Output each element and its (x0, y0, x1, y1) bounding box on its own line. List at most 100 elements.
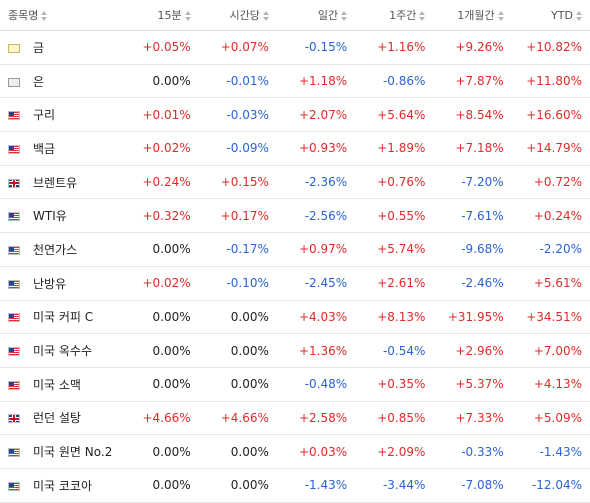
change-weekly-cell: +0.85% (355, 401, 434, 436)
change-daily-cell: +1.36% (276, 333, 356, 368)
us-flag-icon (8, 448, 20, 458)
table-row[interactable]: 난방유 +0.02% -0.10% -2.45% +2.61% -2.46% +5.61% (0, 266, 590, 301)
change-hourly-cell: +0.17% (198, 198, 277, 234)
change-ytd-cell: +5.09% (511, 401, 590, 436)
change-daily-cell: -1.43% (276, 468, 356, 503)
instrument-name-link[interactable]: 런던 설탕 (33, 411, 81, 426)
instrument-name-link[interactable]: 백금 (33, 141, 56, 156)
change-15min-cell: +0.01% (120, 97, 199, 133)
table-row[interactable]: 천연가스 0.00% -0.17% +0.97% +5.74% -9.68% -2.20% (0, 232, 590, 267)
instrument-name-link[interactable]: WTI유 (33, 209, 67, 224)
table-row[interactable]: 미국 원면 No.2 0.00% 0.00% +0.03% +2.09% -0.33% -1… (0, 434, 590, 469)
gold-commodity-icon (8, 43, 20, 53)
instrument-name-link[interactable]: 난방유 (33, 276, 67, 291)
change-daily-cell: +2.07% (276, 97, 356, 133)
change-15min-cell: 0.00% (120, 468, 199, 503)
column-header-15min[interactable]: 15분 (120, 0, 199, 31)
change-weekly-cell: +0.35% (355, 367, 434, 402)
change-monthly-cell: +9.26% (433, 30, 512, 65)
change-15min-cell: 0.00% (120, 64, 199, 99)
instrument-name-cell[interactable]: 미국 옥수수 (0, 333, 121, 368)
change-15min-cell: +0.24% (120, 165, 199, 200)
change-15min-cell: 0.00% (120, 300, 199, 335)
sort-icon[interactable] (497, 11, 504, 21)
instrument-name-link[interactable]: 금 (33, 40, 45, 55)
table-row[interactable]: 미국 코코아 0.00% 0.00% -1.43% -3.44% -7.08% -12.04… (0, 468, 590, 503)
change-weekly-cell: +0.55% (355, 198, 434, 234)
column-header-label: YTD (551, 8, 573, 22)
instrument-name-cell[interactable]: 천연가스 (0, 232, 121, 267)
us-flag-icon (8, 481, 20, 491)
instrument-name-cell[interactable]: 백금 (0, 131, 121, 166)
change-15min-cell: +4.66% (120, 401, 199, 436)
change-hourly-cell: +0.07% (198, 30, 277, 65)
change-ytd-cell: +0.24% (511, 198, 590, 234)
column-header-ytd[interactable]: YTD (511, 0, 590, 31)
table-row[interactable]: 미국 소맥 0.00% 0.00% -0.48% +0.35% +5.37% +4.13% (0, 367, 590, 402)
change-daily-cell: -0.48% (276, 367, 356, 402)
table-row[interactable]: 백금 +0.02% -0.09% +0.93% +1.89% +7.18% +14.79% (0, 131, 590, 166)
instrument-name-link[interactable]: 미국 원면 No.2 (33, 445, 113, 460)
instrument-name-cell[interactable]: 은 (0, 64, 121, 99)
sort-icon[interactable] (184, 11, 191, 21)
change-monthly-cell: +5.37% (433, 367, 512, 402)
column-header-monthly[interactable]: 1개월간 (433, 0, 512, 31)
column-header-daily[interactable]: 일간 (276, 0, 356, 31)
instrument-name-cell[interactable]: 미국 소맥 (0, 367, 121, 402)
column-header-hourly[interactable]: 시간당 (198, 0, 277, 31)
table-row[interactable]: 은 0.00% -0.01% +1.18% -0.86% +7.87% +11.80% (0, 64, 590, 99)
sort-icon[interactable] (262, 11, 269, 21)
change-hourly-cell: +4.66% (198, 401, 277, 436)
change-monthly-cell: +7.33% (433, 401, 512, 436)
instrument-name-cell[interactable]: 난방유 (0, 266, 121, 301)
table-row[interactable]: 브렌트유 +0.24% +0.15% -2.36% +0.76% -7.20% +0.72% (0, 165, 590, 200)
us-flag-icon (8, 279, 20, 289)
instrument-name-cell[interactable]: 미국 커피 C (0, 300, 121, 335)
column-header-weekly[interactable]: 1주간 (355, 0, 434, 31)
change-hourly-cell: +0.15% (198, 165, 277, 200)
instrument-name-link[interactable]: 미국 소맥 (33, 377, 81, 392)
change-monthly-cell: -9.68% (433, 232, 512, 267)
instrument-name-cell[interactable]: 브렌트유 (0, 165, 121, 200)
silver-commodity-icon (8, 77, 20, 87)
instrument-name-link[interactable]: 은 (33, 74, 45, 89)
change-daily-cell: -2.36% (276, 165, 356, 200)
us-flag-icon (8, 245, 20, 255)
instrument-name-link[interactable]: 브렌트유 (33, 175, 78, 190)
sort-icon[interactable] (341, 11, 348, 21)
sort-icon[interactable] (419, 11, 426, 21)
us-flag-icon (8, 380, 20, 390)
instrument-name-link[interactable]: 미국 옥수수 (33, 344, 93, 359)
sort-icon[interactable] (41, 11, 48, 21)
change-daily-cell: -2.56% (276, 198, 356, 234)
change-monthly-cell: -2.46% (433, 266, 512, 301)
change-hourly-cell: 0.00% (198, 333, 277, 368)
change-hourly-cell: -0.01% (198, 64, 277, 99)
instrument-name-cell[interactable]: 구리 (0, 97, 121, 133)
table-row[interactable]: 런던 설탕 +4.66% +4.66% +2.58% +0.85% +7.33% +5.09… (0, 401, 590, 436)
change-daily-cell: +4.03% (276, 300, 356, 335)
table-row[interactable]: 미국 커피 C 0.00% 0.00% +4.03% +8.13% +31.95% +34.… (0, 300, 590, 335)
instrument-name-link[interactable]: 구리 (33, 108, 56, 123)
table-row[interactable]: WTI유 +0.32% +0.17% -2.56% +0.55% -7.61% +0.24% (0, 198, 590, 234)
change-monthly-cell: +2.96% (433, 333, 512, 368)
change-hourly-cell: -0.09% (198, 131, 277, 166)
change-weekly-cell: +1.89% (355, 131, 434, 166)
instrument-name-cell[interactable]: 런던 설탕 (0, 401, 121, 436)
instrument-name-link[interactable]: 천연가스 (33, 242, 78, 257)
change-ytd-cell: +0.72% (511, 165, 590, 200)
instrument-name-cell[interactable]: 미국 원면 No.2 (0, 434, 121, 469)
change-15min-cell: +0.02% (120, 266, 199, 301)
instrument-name-link[interactable]: 미국 코코아 (33, 478, 93, 493)
instrument-name-link[interactable]: 미국 커피 C (33, 310, 94, 325)
instrument-name-cell[interactable]: 미국 코코아 (0, 468, 121, 503)
table-row[interactable]: 구리 +0.01% -0.03% +2.07% +5.64% +8.54% +16.60% (0, 97, 590, 133)
change-weekly-cell: +5.74% (355, 232, 434, 267)
instrument-name-cell[interactable]: WTI유 (0, 198, 121, 234)
table-row[interactable]: 금 +0.05% +0.07% -0.15% +1.16% +9.26% +10.82% (0, 30, 590, 65)
column-header-name[interactable]: 종목명 (0, 0, 121, 31)
table-row[interactable]: 미국 옥수수 0.00% 0.00% +1.36% -0.54% +2.96% +7.00% (0, 333, 590, 368)
instrument-name-cell[interactable]: 금 (0, 30, 121, 65)
sort-icon[interactable] (576, 10, 582, 21)
